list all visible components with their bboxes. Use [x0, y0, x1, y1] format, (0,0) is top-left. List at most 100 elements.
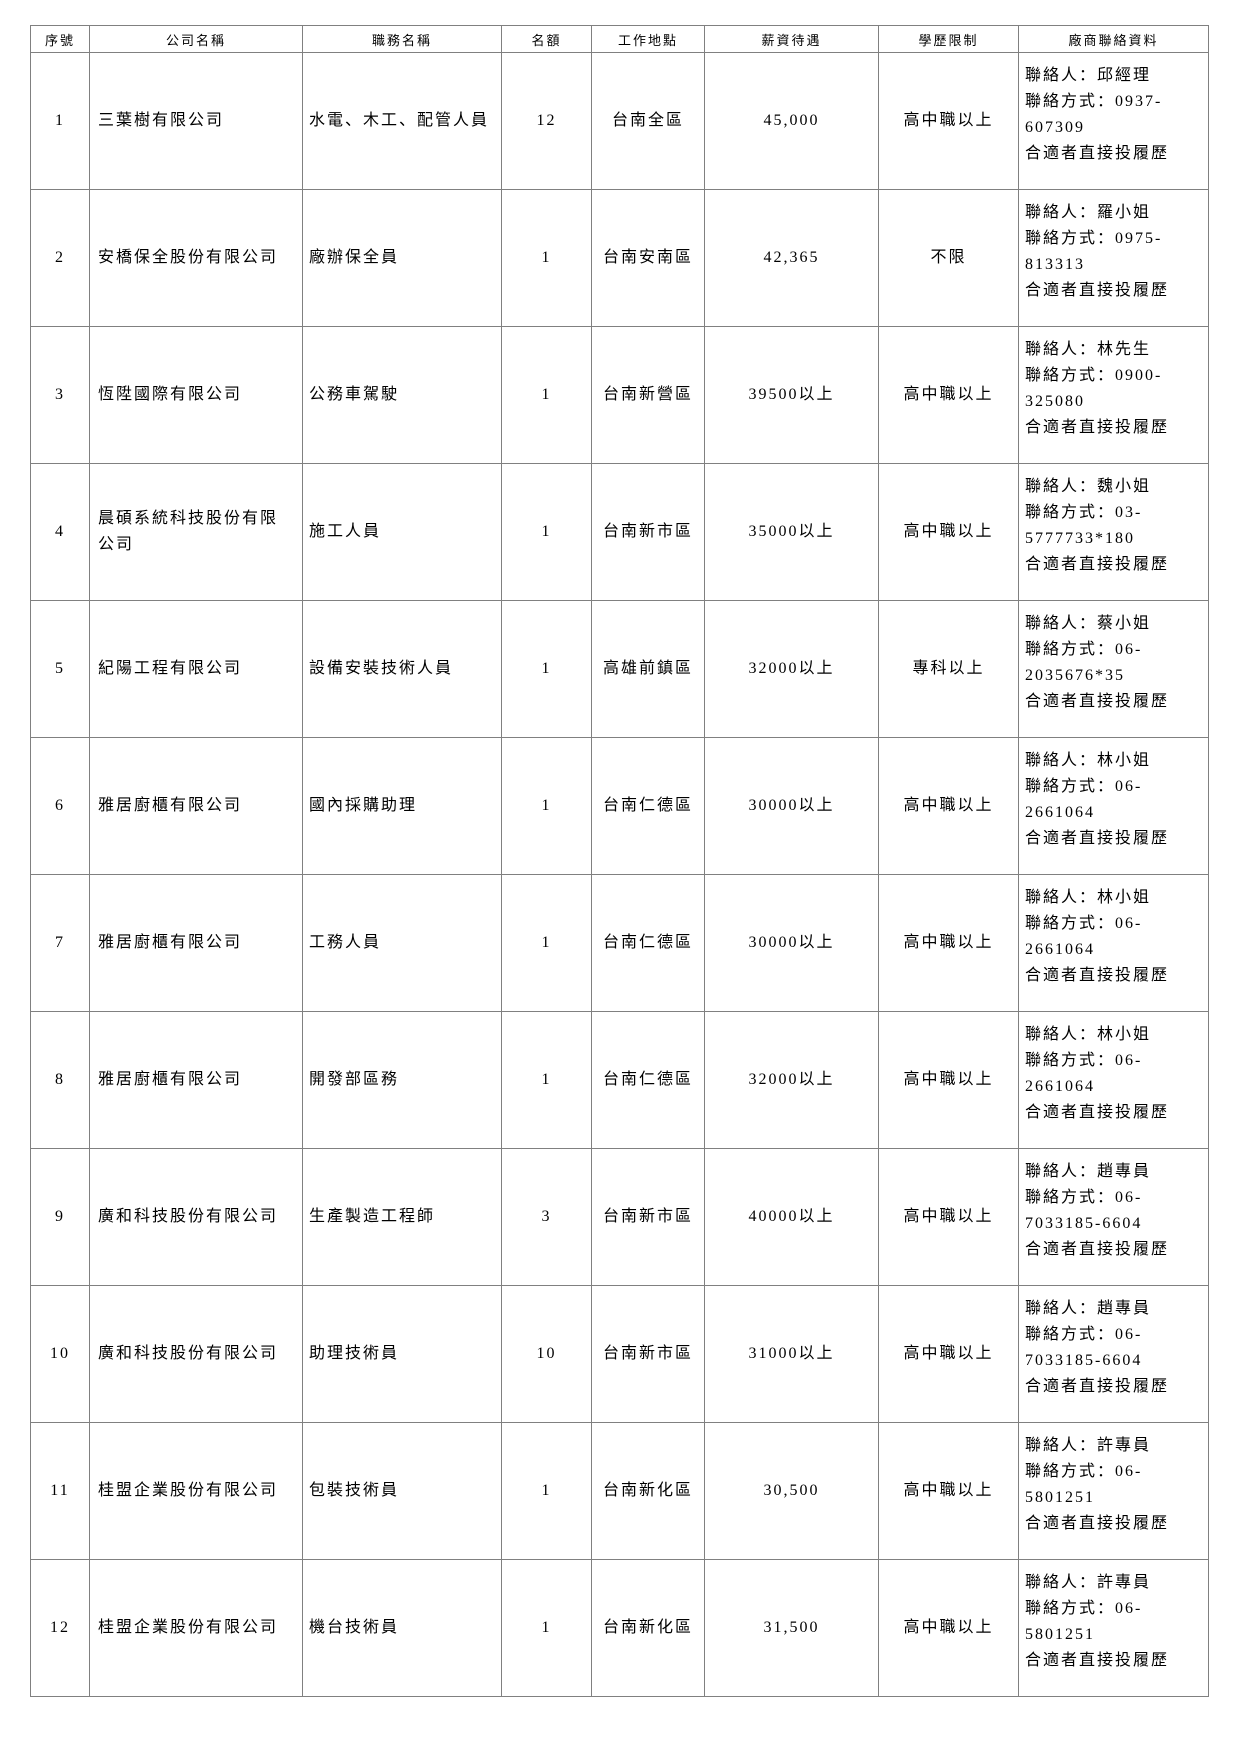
cell-row-number: 8 — [30, 1011, 90, 1149]
column-header-company: 公司名稱 — [89, 25, 303, 53]
cell-education: 高中職以上 — [878, 1422, 1019, 1560]
cell-company-name: 恆陞國際有限公司 — [89, 326, 303, 464]
cell-contact-info: 聯絡人：蔡小姐 聯絡方式：06-2035676*35 合適者直接投履歷 — [1018, 600, 1209, 738]
cell-education: 高中職以上 — [878, 1285, 1019, 1423]
cell-quota: 12 — [501, 52, 592, 190]
cell-salary: 31,500 — [704, 1559, 879, 1697]
cell-company-name: 晨碩系統科技股份有限公司 — [89, 463, 303, 601]
cell-education: 高中職以上 — [878, 1559, 1019, 1697]
cell-job-title: 廠辦保全員 — [302, 189, 502, 327]
cell-job-title: 水電、木工、配管人員 — [302, 52, 502, 190]
cell-row-number: 9 — [30, 1148, 90, 1286]
cell-job-title: 設備安裝技術人員 — [302, 600, 502, 738]
cell-job-title: 機台技術員 — [302, 1559, 502, 1697]
cell-contact-info: 聯絡人：趙專員 聯絡方式：06-7033185-6604 合適者直接投履歷 — [1018, 1285, 1209, 1423]
cell-contact-info: 聯絡人：邱經理 聯絡方式：0937-607309 合適者直接投履歷 — [1018, 52, 1209, 190]
cell-salary: 40000以上 — [704, 1148, 879, 1286]
cell-company-name: 桂盟企業股份有限公司 — [89, 1559, 303, 1697]
cell-quota: 1 — [501, 1559, 592, 1697]
table-row: 4 晨碩系統科技股份有限公司 施工人員 1 台南新市區 35000以上 高中職以… — [30, 463, 1209, 601]
cell-salary: 35000以上 — [704, 463, 879, 601]
cell-quota: 3 — [501, 1148, 592, 1286]
cell-education: 高中職以上 — [878, 874, 1019, 1012]
cell-row-number: 2 — [30, 189, 90, 327]
column-header-location: 工作地點 — [591, 25, 705, 53]
cell-contact-info: 聯絡人：林小姐 聯絡方式：06-2661064 合適者直接投履歷 — [1018, 874, 1209, 1012]
cell-row-number: 1 — [30, 52, 90, 190]
cell-job-title: 施工人員 — [302, 463, 502, 601]
cell-company-name: 紀陽工程有限公司 — [89, 600, 303, 738]
table-row: 5 紀陽工程有限公司 設備安裝技術人員 1 高雄前鎮區 32000以上 專科以上… — [30, 600, 1209, 738]
table-row: 7 雅居廚櫃有限公司 工務人員 1 台南仁德區 30000以上 高中職以上 聯絡… — [30, 874, 1209, 1012]
column-header-salary: 薪資待遇 — [704, 25, 879, 53]
cell-work-location: 台南新市區 — [591, 463, 705, 601]
cell-work-location: 高雄前鎮區 — [591, 600, 705, 738]
cell-contact-info: 聯絡人：林先生 聯絡方式：0900-325080 合適者直接投履歷 — [1018, 326, 1209, 464]
cell-contact-info: 聯絡人：許專員 聯絡方式：06-5801251 合適者直接投履歷 — [1018, 1559, 1209, 1697]
cell-contact-info: 聯絡人：羅小姐 聯絡方式：0975-813313 合適者直接投履歷 — [1018, 189, 1209, 327]
cell-work-location: 台南仁德區 — [591, 1011, 705, 1149]
cell-salary: 32000以上 — [704, 600, 879, 738]
cell-salary: 39500以上 — [704, 326, 879, 464]
job-listings-table: 序號 公司名稱 職務名稱 名額 工作地點 薪資待遇 學歷限制 廠商聯絡資料 1 … — [30, 25, 1209, 1697]
cell-job-title: 國內採購助理 — [302, 737, 502, 875]
cell-job-title: 包裝技術員 — [302, 1422, 502, 1560]
cell-row-number: 7 — [30, 874, 90, 1012]
cell-company-name: 雅居廚櫃有限公司 — [89, 1011, 303, 1149]
cell-row-number: 10 — [30, 1285, 90, 1423]
cell-quota: 1 — [501, 463, 592, 601]
cell-education: 高中職以上 — [878, 1148, 1019, 1286]
cell-quota: 1 — [501, 737, 592, 875]
cell-education: 高中職以上 — [878, 463, 1019, 601]
cell-salary: 30000以上 — [704, 874, 879, 1012]
cell-row-number: 6 — [30, 737, 90, 875]
table-row: 8 雅居廚櫃有限公司 開發部區務 1 台南仁德區 32000以上 高中職以上 聯… — [30, 1011, 1209, 1149]
cell-row-number: 12 — [30, 1559, 90, 1697]
cell-work-location: 台南仁德區 — [591, 737, 705, 875]
cell-row-number: 3 — [30, 326, 90, 464]
table-row: 6 雅居廚櫃有限公司 國內採購助理 1 台南仁德區 30000以上 高中職以上 … — [30, 737, 1209, 875]
cell-contact-info: 聯絡人：林小姐 聯絡方式：06-2661064 合適者直接投履歷 — [1018, 737, 1209, 875]
cell-company-name: 桂盟企業股份有限公司 — [89, 1422, 303, 1560]
cell-salary: 31000以上 — [704, 1285, 879, 1423]
cell-work-location: 台南全區 — [591, 52, 705, 190]
cell-job-title: 開發部區務 — [302, 1011, 502, 1149]
column-header-no: 序號 — [30, 25, 90, 53]
cell-job-title: 助理技術員 — [302, 1285, 502, 1423]
cell-job-title: 公務車駕駛 — [302, 326, 502, 464]
cell-education: 高中職以上 — [878, 737, 1019, 875]
cell-work-location: 台南新營區 — [591, 326, 705, 464]
cell-education: 專科以上 — [878, 600, 1019, 738]
column-header-quota: 名額 — [501, 25, 592, 53]
cell-contact-info: 聯絡人：林小姐 聯絡方式：06-2661064 合適者直接投履歷 — [1018, 1011, 1209, 1149]
column-header-contact: 廠商聯絡資料 — [1018, 25, 1209, 53]
table-row: 12 桂盟企業股份有限公司 機台技術員 1 台南新化區 31,500 高中職以上… — [30, 1559, 1209, 1697]
cell-quota: 1 — [501, 1011, 592, 1149]
cell-education: 高中職以上 — [878, 52, 1019, 190]
cell-work-location: 台南新市區 — [591, 1285, 705, 1423]
cell-work-location: 台南新市區 — [591, 1148, 705, 1286]
cell-company-name: 安橋保全股份有限公司 — [89, 189, 303, 327]
cell-company-name: 三葉樹有限公司 — [89, 52, 303, 190]
table-row: 2 安橋保全股份有限公司 廠辦保全員 1 台南安南區 42,365 不限 聯絡人… — [30, 189, 1209, 327]
cell-work-location: 台南仁德區 — [591, 874, 705, 1012]
cell-quota: 1 — [501, 600, 592, 738]
cell-contact-info: 聯絡人：魏小姐 聯絡方式：03-5777733*180 合適者直接投履歷 — [1018, 463, 1209, 601]
table-header-row: 序號 公司名稱 職務名稱 名額 工作地點 薪資待遇 學歷限制 廠商聯絡資料 — [30, 25, 1209, 53]
cell-salary: 32000以上 — [704, 1011, 879, 1149]
cell-company-name: 廣和科技股份有限公司 — [89, 1148, 303, 1286]
cell-work-location: 台南安南區 — [591, 189, 705, 327]
cell-job-title: 生產製造工程師 — [302, 1148, 502, 1286]
cell-salary: 30000以上 — [704, 737, 879, 875]
cell-quota: 1 — [501, 1422, 592, 1560]
cell-row-number: 4 — [30, 463, 90, 601]
column-header-education: 學歷限制 — [878, 25, 1019, 53]
cell-quota: 10 — [501, 1285, 592, 1423]
table-row: 3 恆陞國際有限公司 公務車駕駛 1 台南新營區 39500以上 高中職以上 聯… — [30, 326, 1209, 464]
table-row: 11 桂盟企業股份有限公司 包裝技術員 1 台南新化區 30,500 高中職以上… — [30, 1422, 1209, 1560]
table-row: 9 廣和科技股份有限公司 生產製造工程師 3 台南新市區 40000以上 高中職… — [30, 1148, 1209, 1286]
job-table-body: 1 三葉樹有限公司 水電、木工、配管人員 12 台南全區 45,000 高中職以… — [30, 52, 1209, 1697]
cell-contact-info: 聯絡人：趙專員 聯絡方式：06-7033185-6604 合適者直接投履歷 — [1018, 1148, 1209, 1286]
cell-education: 高中職以上 — [878, 1011, 1019, 1149]
